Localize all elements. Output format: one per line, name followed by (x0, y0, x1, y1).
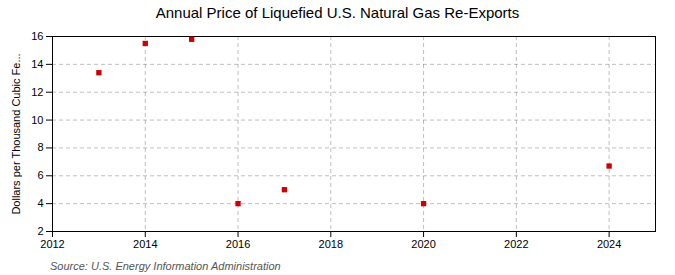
svg-text:2014: 2014 (133, 238, 157, 250)
html-text:Source: U.S. Energy Informatio: Source: U.S. Energy Information Administ… (50, 260, 281, 272)
svg-text:16: 16 (31, 30, 43, 42)
svg-text:10: 10 (31, 114, 43, 126)
svg-text:14: 14 (31, 58, 43, 70)
svg-text:4: 4 (37, 197, 43, 209)
svg-text:6: 6 (37, 169, 43, 181)
svg-text:8: 8 (37, 141, 43, 153)
svg-text:2: 2 (37, 225, 43, 237)
svg-text:2016: 2016 (226, 238, 250, 250)
svg-text:2022: 2022 (504, 238, 528, 250)
svg-text:2020: 2020 (411, 238, 435, 250)
svg-text:12: 12 (31, 86, 43, 98)
html-text:Annual Price of Liquefied U.S.: Annual Price of Liquefied U.S. Natural G… (155, 4, 520, 21)
svg-text:Dollars per Thousand Cubic Fe.: Dollars per Thousand Cubic Fe... (10, 53, 22, 214)
svg-text:2024: 2024 (597, 238, 621, 250)
svg-text:2012: 2012 (40, 238, 64, 250)
svg-text:2018: 2018 (319, 238, 343, 250)
